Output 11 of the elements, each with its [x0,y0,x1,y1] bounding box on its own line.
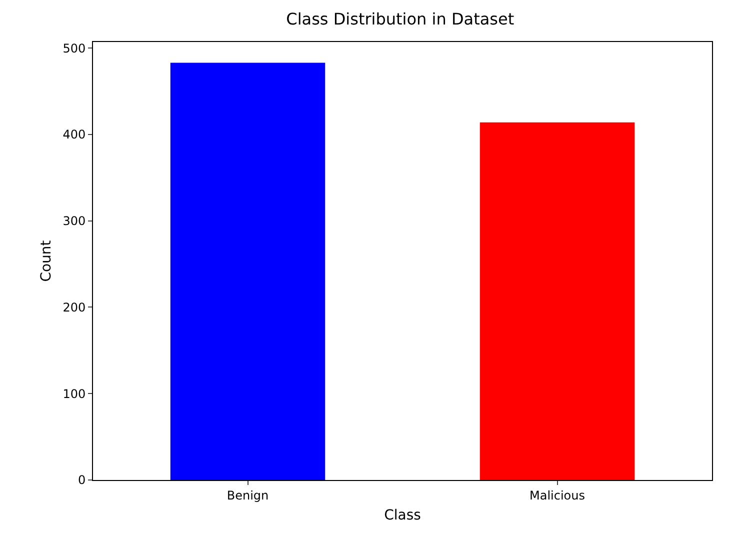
x-tick-label: Benign [226,488,269,502]
y-tick-label: 200 [62,300,86,314]
y-axis-title: Count [38,240,54,282]
x-tick-label: Malicious [529,488,586,502]
y-tick-label: 0 [78,473,86,488]
y-tick-label: 100 [62,386,86,401]
y-tick-label: 500 [62,41,86,56]
y-tick-label: 300 [62,214,86,228]
chart-title: Class Distribution in Dataset [286,10,514,29]
x-axis-title: Class [384,508,421,524]
y-tick-label: 400 [62,128,86,142]
